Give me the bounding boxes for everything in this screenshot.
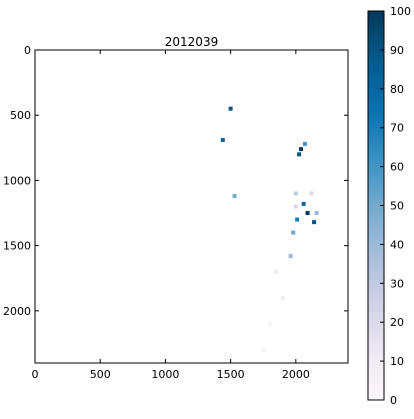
y-tick-label: 2000 — [3, 305, 31, 318]
colorbar-tick-label: 10 — [390, 355, 404, 368]
heatmap-cell — [267, 321, 272, 326]
heatmap-cell — [228, 106, 233, 111]
colorbar-tick-label: 70 — [390, 122, 404, 135]
y-axis: 0 500 1000 1500 2000 — [3, 44, 348, 318]
colorbar-tick-label: 100 — [390, 5, 411, 18]
heatmap-cell — [297, 152, 302, 157]
y-tick-label: 1000 — [3, 174, 31, 187]
x-tick-label: 500 — [90, 368, 111, 381]
heatmap-cell — [302, 141, 307, 146]
x-axis: 0 500 1000 1500 2000 — [32, 50, 310, 381]
y-tick-label: 500 — [10, 109, 31, 122]
colorbar-tick-label: 50 — [390, 200, 404, 213]
x-tick-label: 2000 — [282, 368, 310, 381]
heatmap-data — [220, 106, 319, 352]
x-tick-label: 0 — [32, 368, 39, 381]
heatmap-cell — [288, 254, 293, 259]
heatmap-cell — [291, 230, 296, 235]
heatmap-cell — [305, 211, 310, 216]
heatmap-cell — [232, 194, 237, 199]
x-tick-label: 1000 — [151, 368, 179, 381]
colorbar-tick-label: 20 — [390, 316, 404, 329]
colorbar-axis: 0 10 20 30 40 50 60 70 80 90 100 — [380, 5, 411, 407]
colorbar-tick-label: 0 — [390, 394, 397, 407]
plot-area — [35, 50, 348, 363]
heatmap-cell — [301, 201, 306, 206]
heatmap-cell — [220, 137, 225, 142]
plot-frame — [34, 49, 349, 364]
heatmap-cell — [309, 191, 314, 196]
heatmap-cell — [312, 220, 317, 225]
colorbar-tick-label: 90 — [390, 44, 404, 57]
colorbar-tick-label: 40 — [390, 238, 404, 251]
heatmap-cell — [280, 295, 285, 300]
heatmap-cell — [293, 191, 298, 196]
y-tick-label: 0 — [24, 44, 31, 57]
x-tick-label: 1500 — [217, 368, 245, 381]
chart-title: 2012039 — [165, 35, 218, 49]
heatmap-cell — [274, 269, 279, 274]
colorbar-tick-label: 80 — [390, 83, 404, 96]
colorbar-tick-label: 30 — [390, 277, 404, 290]
heatmap-cell — [293, 204, 298, 209]
heatmap-cell — [299, 147, 304, 152]
colorbar — [368, 11, 384, 400]
heatmap-cell — [261, 347, 266, 352]
colorbar-tick-label: 60 — [390, 161, 404, 174]
heatmap-cell — [314, 211, 319, 216]
y-tick-label: 1500 — [3, 240, 31, 253]
heatmap-cell — [295, 217, 300, 222]
